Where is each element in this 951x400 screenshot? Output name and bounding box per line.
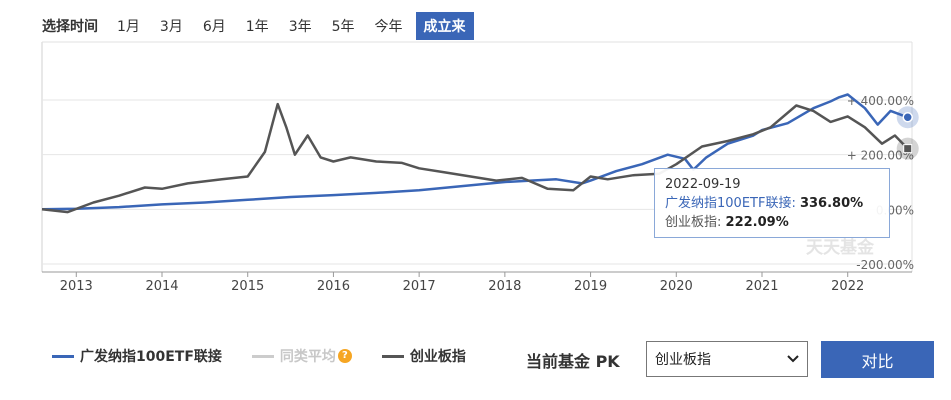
tooltip-row-index: 创业板指: 222.09%	[665, 213, 879, 232]
x-tick-label: 2022	[831, 279, 864, 294]
legend-item-index[interactable]: 创业板指	[381, 346, 466, 366]
tooltip-row-fund: 广发纳指100ETF联接: 336.80%	[665, 194, 879, 213]
x-tick-label: 2021	[745, 279, 778, 294]
pk-select-value: 创业板指	[655, 352, 711, 368]
tooltip-date: 2022-09-19	[665, 177, 741, 192]
x-tick-label: 2018	[488, 279, 521, 294]
legend-swatch-peer	[251, 354, 274, 358]
range-label: 选择时间	[42, 19, 98, 35]
tooltip-fund-value: 336.80%	[799, 196, 864, 211]
x-tick-label: 2019	[574, 279, 607, 294]
legend-item-fund[interactable]: 广发纳指100ETF联接	[52, 346, 222, 366]
watermark-logo: 天天基金	[806, 238, 874, 258]
range-6m-button[interactable]: 6月	[202, 19, 226, 35]
chevron-down-icon	[787, 355, 799, 363]
series-line-1	[41, 102, 909, 214]
series-line-0	[41, 93, 909, 211]
hover-point-fund	[902, 112, 913, 123]
x-tick-label: 2016	[317, 279, 350, 294]
legend-label-fund: 广发纳指100ETF联接	[80, 349, 222, 365]
range-5y-button[interactable]: 5年	[331, 19, 355, 35]
range-3m-button[interactable]: 3月	[159, 19, 183, 35]
legend-label-peer: 同类平均	[279, 349, 336, 365]
range-ytd-button[interactable]: 今年	[374, 19, 403, 35]
x-tick-label: 2014	[145, 279, 178, 294]
y-tick-label: -200.00%	[856, 258, 914, 272]
y-tick-label: + 200.00%	[847, 149, 914, 163]
tooltip-index-value: 222.09%	[725, 215, 789, 230]
legend-swatch-index	[381, 354, 404, 358]
compare-button[interactable]: 对比	[821, 341, 934, 378]
tooltip-fund-label: 广发纳指100ETF联接:	[665, 196, 796, 211]
x-tick-label: 2020	[660, 279, 693, 294]
chart-legend: 广发纳指100ETF联接 同类平均 ? 创业板指	[52, 346, 496, 366]
x-tick-label: 2017	[403, 279, 436, 294]
legend-label-index: 创业板指	[409, 349, 466, 365]
y-tick-label: + 400.00%	[847, 94, 914, 108]
range-1m-button[interactable]: 1月	[117, 19, 140, 35]
chart-tooltip: 2022-09-19 广发纳指100ETF联接: 336.80% 创业板指: 2…	[654, 168, 890, 238]
x-tick-label: 2013	[60, 279, 93, 294]
pk-label: 当前基金 PK	[526, 352, 620, 371]
tooltip-index-label: 创业板指:	[665, 215, 722, 230]
x-tick-label: 2015	[231, 279, 264, 294]
range-3y-button[interactable]: 3年	[288, 19, 312, 35]
hover-point-index	[903, 144, 913, 154]
question-icon[interactable]: ?	[337, 349, 352, 363]
legend-item-peer-average[interactable]: 同类平均 ?	[251, 346, 352, 366]
time-range-bar: 选择时间 1月 3月 6月 1年 3年 5年 今年 成立来	[42, 12, 480, 40]
range-1y-button[interactable]: 1年	[245, 19, 269, 35]
pk-select[interactable]: 创业板指	[646, 341, 808, 377]
range-since-inception-button[interactable]: 成立来	[415, 12, 474, 40]
legend-swatch-fund	[52, 354, 74, 358]
